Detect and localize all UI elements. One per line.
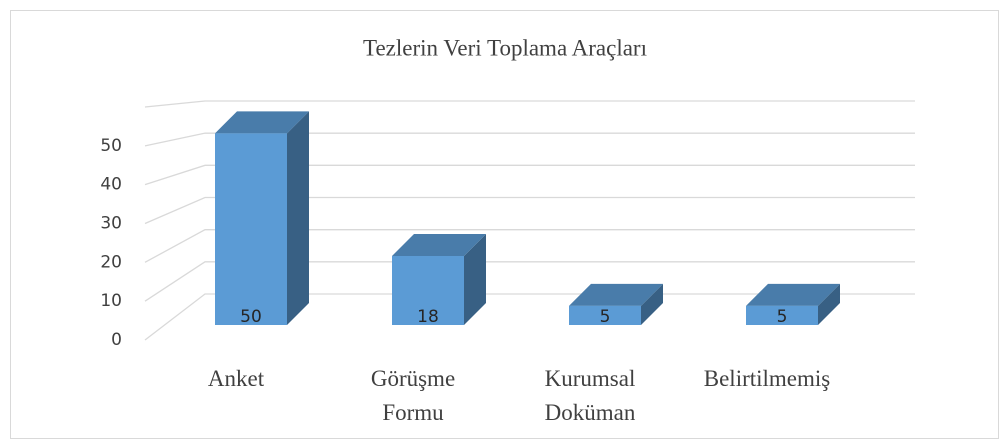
y-tick-label: 0 [111, 330, 122, 350]
y-tick-label: 40 [100, 175, 122, 195]
grid-line [144, 261, 915, 302]
bar-side [641, 283, 663, 325]
data-label: 5 [777, 307, 788, 327]
bar [392, 256, 464, 325]
y-tick-label: 50 [100, 136, 122, 156]
chart-border [10, 10, 999, 439]
bar [215, 133, 287, 325]
bar-side [818, 283, 840, 325]
grid-line [144, 196, 915, 225]
bar-side [464, 234, 486, 325]
bar-top [569, 283, 663, 306]
y-tick-label: 10 [100, 291, 122, 311]
data-label: 50 [240, 307, 262, 327]
y-tick-label: 20 [100, 252, 122, 272]
grid-line [144, 164, 915, 186]
grid-line [144, 132, 915, 147]
data-label: 18 [417, 307, 439, 327]
grid-line [144, 100, 915, 108]
y-tick-label: 30 [100, 214, 122, 234]
chart-title: Tezlerin Veri Toplama Araçları [363, 35, 647, 60]
bar-top [392, 234, 486, 256]
grid-line [144, 229, 915, 263]
data-label: 5 [600, 307, 611, 327]
grid-line [144, 293, 915, 341]
bar [569, 305, 641, 325]
x-tick-label: Belirtilmemiş [703, 366, 831, 391]
bar-top [746, 283, 840, 306]
bar [746, 305, 818, 325]
x-tick-label: Anket [207, 366, 265, 391]
x-tick-label: Görüşme Formu [370, 366, 456, 425]
bar-side [287, 111, 309, 325]
x-tick-label: Kurumsal Doküman [544, 366, 636, 425]
bar-top [215, 111, 309, 134]
